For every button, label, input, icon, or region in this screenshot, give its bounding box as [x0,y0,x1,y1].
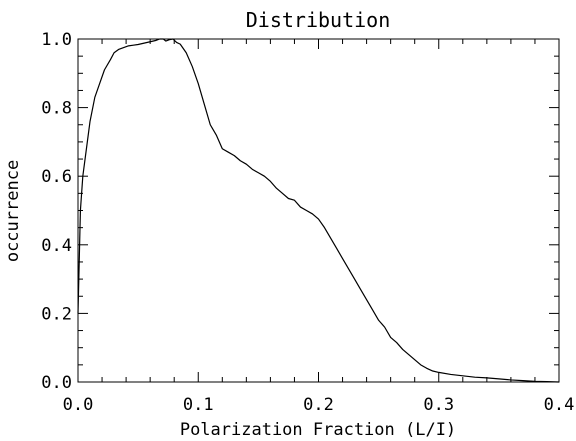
y-tick-label: 1.0 [41,30,72,50]
y-tick-label: 0.8 [41,99,72,119]
plot-frame [77,38,560,383]
x-tick-label: 0.4 [544,395,575,415]
x-axis-label: Polarization Fraction (L/I) [180,420,456,440]
x-tick-label: 0.3 [423,395,454,415]
y-tick-labels: 0.0 0.2 0.4 0.6 0.8 1.0 [41,30,72,393]
x-tick-label: 0.1 [183,395,214,415]
x-tick-label: 0.2 [303,395,334,415]
chart-title: Distribution [246,8,391,32]
tick-marks [77,38,560,383]
x-tick-labels: 0.0 0.1 0.2 0.3 0.4 [63,395,575,415]
y-axis-label: occurrence [3,160,23,262]
x-tick-label: 0.0 [63,395,94,415]
y-tick-label: 0.2 [41,304,72,324]
series-line-occurrence [77,38,560,383]
y-tick-label: 0.0 [41,373,72,393]
y-tick-label: 0.6 [41,167,72,187]
y-tick-label: 0.4 [41,236,72,256]
